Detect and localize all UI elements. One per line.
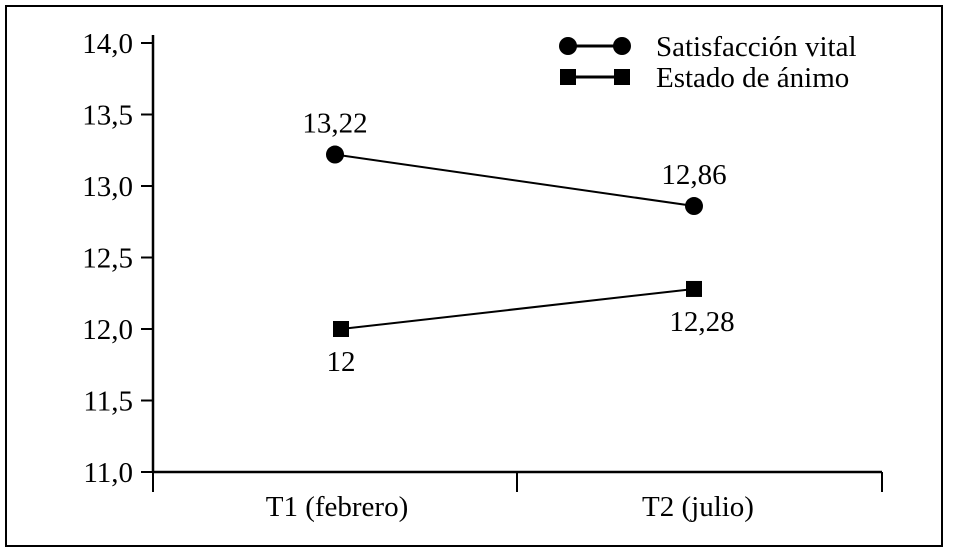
legend-marker xyxy=(559,37,577,55)
x-tick-label: T1 (febrero) xyxy=(266,491,409,523)
data-label: 13,22 xyxy=(302,108,367,140)
legend-label: Satisfacción vital xyxy=(656,31,857,63)
x-axis-ticks: T1 (febrero) T2 (julio) xyxy=(152,472,883,523)
data-point xyxy=(326,145,344,164)
y-tick-label: 14,0 xyxy=(82,28,133,60)
legend-entry: Satisfacción vital xyxy=(559,31,857,63)
data-label: 12 xyxy=(327,346,356,378)
y-tick-label: 11,0 xyxy=(83,457,133,489)
y-axis-ticks: 11,0 11,5 12,0 12,5 13,0 13,5 14,0 xyxy=(82,28,153,489)
series-line xyxy=(340,287,695,330)
y-tick-label: 13,0 xyxy=(82,171,133,203)
data-point xyxy=(686,280,702,297)
y-tick-label: 12,5 xyxy=(82,243,133,275)
data-point xyxy=(685,197,703,216)
y-tick-label: 12,0 xyxy=(82,314,133,346)
chart-frame xyxy=(5,5,943,547)
series-line xyxy=(334,153,695,208)
x-tick-label: T2 (julio) xyxy=(642,491,754,523)
legend-marker xyxy=(613,37,631,55)
legend-label: Estado de ánimo xyxy=(656,62,849,94)
y-tick-label: 13,5 xyxy=(82,100,133,132)
data-label: 12,86 xyxy=(661,159,726,191)
series-group: 13,22 12,86 12 12,28 xyxy=(302,108,734,378)
y-tick-label: 11,5 xyxy=(83,386,133,418)
legend-marker xyxy=(614,69,630,85)
series-satisfaccion-vital: 13,22 12,86 xyxy=(302,108,727,216)
data-label: 12,28 xyxy=(669,306,734,338)
legend-entry: Estado de ánimo xyxy=(560,62,849,94)
legend-marker xyxy=(560,69,576,85)
data-point xyxy=(333,321,349,337)
series-estado-de-animo: 12 12,28 xyxy=(327,280,735,378)
axes xyxy=(151,35,882,474)
